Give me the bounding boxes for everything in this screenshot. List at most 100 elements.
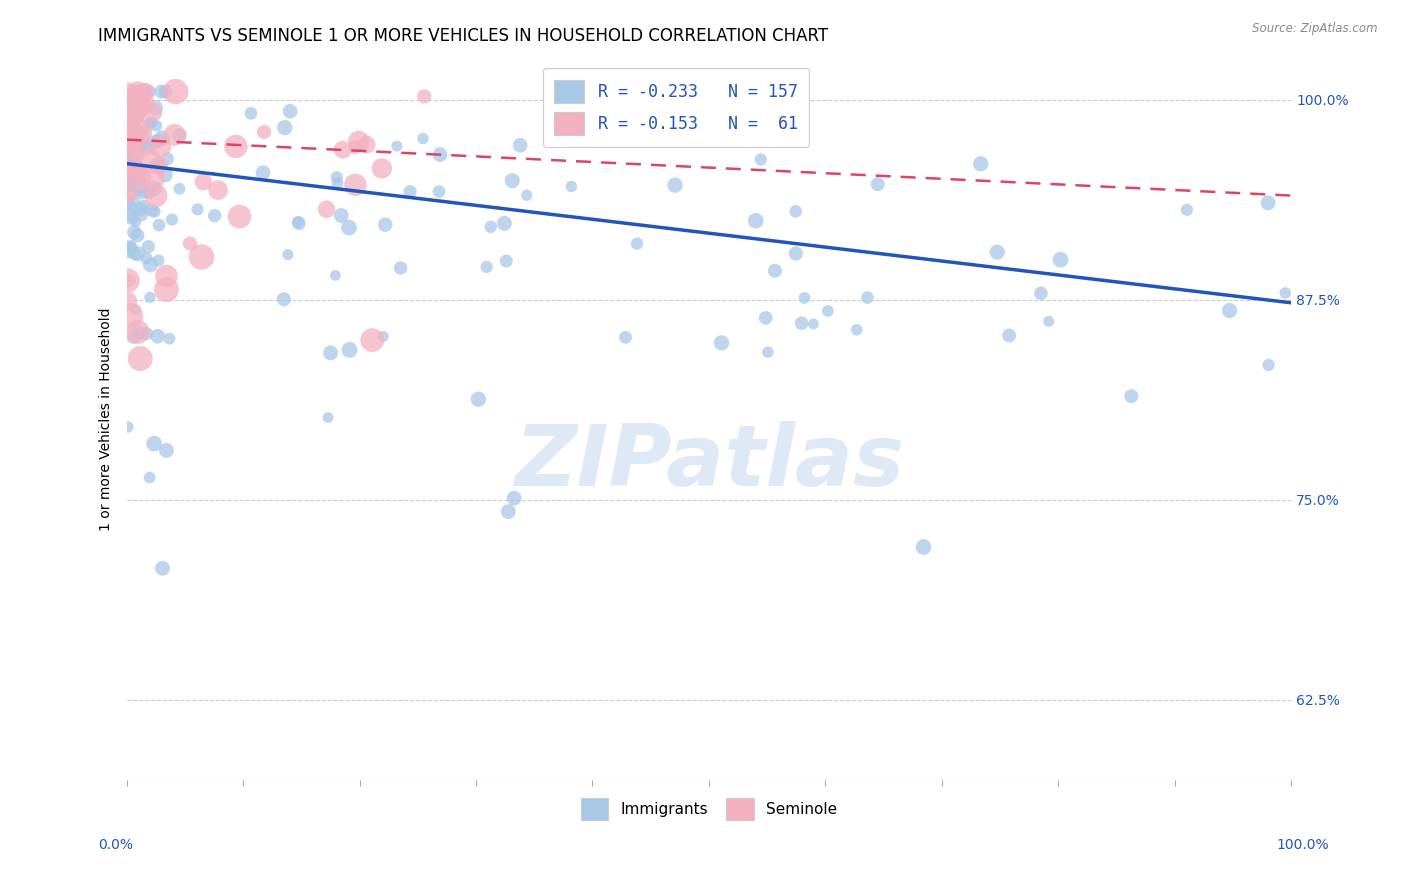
Point — [117, 97, 139, 112]
Point — [155, 443, 177, 458]
Point — [373, 329, 395, 343]
Point — [122, 102, 145, 116]
Point — [139, 258, 162, 272]
Point — [429, 147, 451, 161]
Point — [131, 177, 153, 191]
Point — [163, 128, 186, 142]
Point — [122, 225, 145, 239]
Point — [671, 130, 693, 145]
Point — [131, 185, 153, 199]
Point — [344, 178, 367, 192]
Point — [790, 316, 813, 330]
Point — [287, 215, 309, 229]
Point — [117, 178, 139, 192]
Point — [969, 157, 991, 171]
Point — [509, 138, 531, 153]
Point — [614, 330, 637, 344]
Point — [117, 273, 139, 287]
Text: 100.0%: 100.0% — [1277, 838, 1329, 852]
Point — [912, 540, 935, 554]
Point — [128, 98, 150, 112]
Point — [817, 304, 839, 318]
Point — [150, 131, 173, 145]
Point — [118, 174, 141, 188]
Point — [117, 109, 139, 123]
Point — [347, 135, 370, 149]
Point — [120, 187, 142, 202]
Point — [145, 119, 167, 133]
Point — [117, 90, 139, 104]
Point — [139, 290, 162, 304]
Point — [127, 131, 149, 145]
Point — [998, 328, 1021, 343]
Point — [124, 215, 146, 229]
Point — [560, 179, 582, 194]
Point — [127, 180, 149, 194]
Point — [143, 436, 166, 450]
Point — [288, 216, 311, 230]
Point — [165, 85, 187, 99]
Point — [124, 302, 146, 317]
Point — [118, 274, 141, 288]
Point — [501, 174, 523, 188]
Point — [121, 200, 143, 214]
Point — [122, 149, 145, 163]
Point — [117, 85, 139, 99]
Point — [132, 85, 155, 99]
Point — [136, 154, 159, 169]
Point — [845, 323, 868, 337]
Point — [122, 329, 145, 343]
Text: IMMIGRANTS VS SEMINOLE 1 OR MORE VEHICLES IN HOUSEHOLD CORRELATION CHART: IMMIGRANTS VS SEMINOLE 1 OR MORE VEHICLE… — [98, 27, 828, 45]
Point — [141, 203, 163, 218]
Point — [277, 247, 299, 261]
Point — [326, 176, 349, 190]
Point — [339, 343, 361, 357]
Point — [128, 124, 150, 138]
Point — [399, 185, 422, 199]
Point — [127, 125, 149, 139]
Point — [389, 260, 412, 275]
Point — [127, 228, 149, 243]
Point — [143, 204, 166, 219]
Point — [118, 207, 141, 221]
Point — [986, 245, 1008, 260]
Point — [179, 236, 201, 251]
Point — [138, 118, 160, 132]
Point — [131, 139, 153, 153]
Point — [121, 211, 143, 225]
Point — [498, 505, 520, 519]
Point — [124, 126, 146, 140]
Point — [117, 94, 139, 108]
Y-axis label: 1 or more Vehicles in Household: 1 or more Vehicles in Household — [100, 308, 114, 532]
Point — [118, 189, 141, 203]
Point — [1219, 303, 1241, 318]
Point — [315, 202, 337, 217]
Point — [150, 85, 173, 99]
Point — [121, 112, 143, 126]
Point — [117, 163, 139, 178]
Point — [117, 420, 139, 434]
Point — [148, 253, 170, 268]
Point — [516, 188, 538, 202]
Point — [626, 236, 648, 251]
Point — [124, 91, 146, 105]
Point — [148, 134, 170, 148]
Point — [371, 161, 394, 176]
Point — [132, 103, 155, 117]
Point — [413, 89, 436, 103]
Point — [204, 209, 226, 223]
Point — [132, 91, 155, 105]
Point — [785, 246, 807, 260]
Point — [467, 392, 489, 407]
Point — [155, 85, 177, 99]
Point — [155, 268, 177, 283]
Point — [141, 105, 163, 120]
Point — [117, 244, 139, 258]
Point — [412, 131, 434, 145]
Point — [120, 137, 142, 152]
Point — [494, 216, 516, 230]
Point — [228, 210, 250, 224]
Point — [135, 252, 157, 266]
Point — [503, 491, 526, 506]
Point — [129, 326, 152, 340]
